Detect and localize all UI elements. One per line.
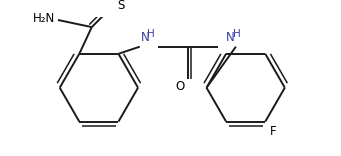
Text: H₂N: H₂N bbox=[33, 12, 55, 25]
Text: F: F bbox=[270, 125, 276, 138]
Text: S: S bbox=[118, 0, 125, 12]
Text: N: N bbox=[141, 31, 149, 44]
Text: H: H bbox=[233, 29, 241, 39]
Text: N: N bbox=[226, 31, 235, 44]
Text: H: H bbox=[148, 29, 155, 39]
Text: O: O bbox=[175, 80, 184, 93]
